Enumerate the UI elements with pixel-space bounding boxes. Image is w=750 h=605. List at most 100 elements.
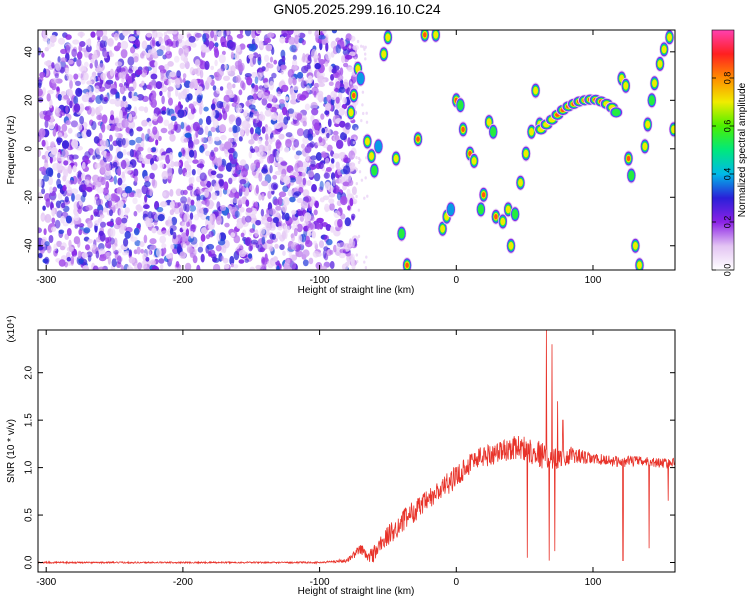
noise-speckle bbox=[167, 61, 174, 67]
noise-speckle bbox=[51, 62, 55, 69]
noise-speckle bbox=[198, 118, 203, 125]
noise-speckle bbox=[98, 230, 104, 236]
noise-speckle bbox=[260, 208, 265, 217]
noise-speckle bbox=[84, 61, 89, 68]
noise-speckle bbox=[259, 157, 264, 164]
noise-speckle bbox=[77, 250, 82, 259]
noise-speckle bbox=[75, 145, 83, 151]
noise-speckle bbox=[44, 120, 49, 128]
noise-speckle bbox=[353, 136, 357, 141]
noise-speckle bbox=[109, 98, 117, 105]
noise-speckle bbox=[77, 123, 83, 131]
noise-speckle bbox=[310, 101, 318, 110]
spectrogram-y-label: Frequency (Hz) bbox=[6, 116, 17, 185]
blob-level bbox=[652, 79, 657, 88]
noise-speckle bbox=[106, 221, 114, 227]
noise-speckle bbox=[169, 189, 174, 197]
noise-speckle bbox=[161, 170, 169, 180]
noise-speckle bbox=[91, 244, 97, 250]
noise-speckle bbox=[278, 191, 287, 198]
noise-speckle bbox=[95, 250, 100, 259]
signal-blob bbox=[488, 123, 499, 140]
noise-speckle bbox=[345, 122, 351, 130]
noise-speckle bbox=[287, 189, 294, 197]
noise-speckle bbox=[295, 244, 302, 251]
noise-speckle bbox=[166, 167, 173, 177]
noise-speckle bbox=[292, 171, 300, 177]
noise-speckle bbox=[68, 239, 72, 248]
signal-blob bbox=[366, 148, 377, 165]
blob-level bbox=[447, 203, 455, 216]
noise-speckle bbox=[163, 247, 167, 255]
noise-speckle bbox=[234, 191, 240, 200]
blob-level bbox=[529, 128, 534, 136]
noise-speckle bbox=[116, 168, 121, 175]
noise-speckle bbox=[266, 222, 272, 231]
noise-speckle bbox=[291, 209, 297, 215]
signal-blob bbox=[630, 237, 641, 254]
noise-speckle bbox=[191, 169, 196, 176]
noise-speckle bbox=[355, 194, 358, 199]
noise-speckle bbox=[279, 111, 284, 120]
signal-blob bbox=[469, 152, 479, 169]
noise-speckle bbox=[296, 197, 304, 204]
noise-speckle bbox=[264, 140, 269, 147]
blob-level bbox=[512, 209, 519, 220]
noise-speckle bbox=[188, 177, 193, 185]
signal-blob bbox=[655, 55, 665, 72]
noise-speckle bbox=[113, 175, 118, 185]
noise-speckle bbox=[159, 90, 163, 97]
noise-speckle bbox=[38, 191, 42, 200]
noise-speckle bbox=[301, 65, 309, 74]
noise-speckle bbox=[326, 144, 333, 152]
spectrogram-y-tick-label: -20 bbox=[24, 190, 35, 205]
noise-speckle bbox=[150, 79, 156, 87]
noise-speckle bbox=[78, 44, 83, 52]
noise-speckle bbox=[322, 249, 327, 259]
noise-speckle bbox=[269, 80, 275, 91]
noise-speckle bbox=[206, 180, 212, 188]
noise-speckle bbox=[86, 129, 92, 137]
noise-speckle bbox=[189, 81, 195, 89]
noise-speckle bbox=[133, 227, 140, 236]
noise-speckle bbox=[55, 61, 62, 71]
noise-speckle bbox=[60, 245, 66, 251]
noise-speckle bbox=[199, 69, 204, 79]
noise-speckle bbox=[347, 137, 351, 147]
noise-speckle bbox=[105, 241, 112, 249]
noise-speckle bbox=[112, 161, 118, 168]
noise-speckle bbox=[163, 119, 170, 127]
snr-x-label: Height of straight line (km) bbox=[298, 586, 415, 597]
noise-speckle bbox=[82, 184, 87, 191]
noise-speckle bbox=[252, 118, 256, 124]
noise-speckle bbox=[85, 244, 90, 251]
noise-speckle bbox=[128, 113, 133, 122]
noise-speckle bbox=[219, 143, 226, 152]
noise-speckle bbox=[114, 98, 122, 107]
noise-speckle bbox=[149, 172, 155, 180]
noise-speckle bbox=[127, 264, 132, 270]
noise-speckle bbox=[185, 228, 190, 237]
noise-speckle bbox=[363, 196, 366, 200]
noise-speckle bbox=[38, 79, 43, 86]
noise-speckle bbox=[105, 251, 112, 258]
noise-speckle bbox=[117, 177, 123, 186]
noise-speckle bbox=[152, 126, 158, 135]
noise-speckle bbox=[71, 139, 79, 149]
noise-speckle bbox=[287, 108, 295, 114]
noise-speckle bbox=[272, 174, 278, 180]
noise-speckle bbox=[58, 259, 66, 267]
noise-speckle bbox=[333, 244, 337, 253]
noise-speckle bbox=[238, 183, 243, 193]
signal-blob bbox=[526, 123, 537, 140]
noise-speckle bbox=[122, 149, 127, 156]
noise-speckle bbox=[357, 234, 361, 238]
signal-blob bbox=[510, 206, 520, 223]
noise-speckle bbox=[163, 64, 170, 70]
noise-speckle bbox=[153, 220, 158, 226]
noise-speckle bbox=[65, 215, 72, 224]
noise-speckle bbox=[52, 186, 57, 193]
noise-speckle bbox=[222, 110, 228, 121]
noise-speckle bbox=[57, 172, 61, 179]
noise-speckle bbox=[128, 249, 132, 257]
